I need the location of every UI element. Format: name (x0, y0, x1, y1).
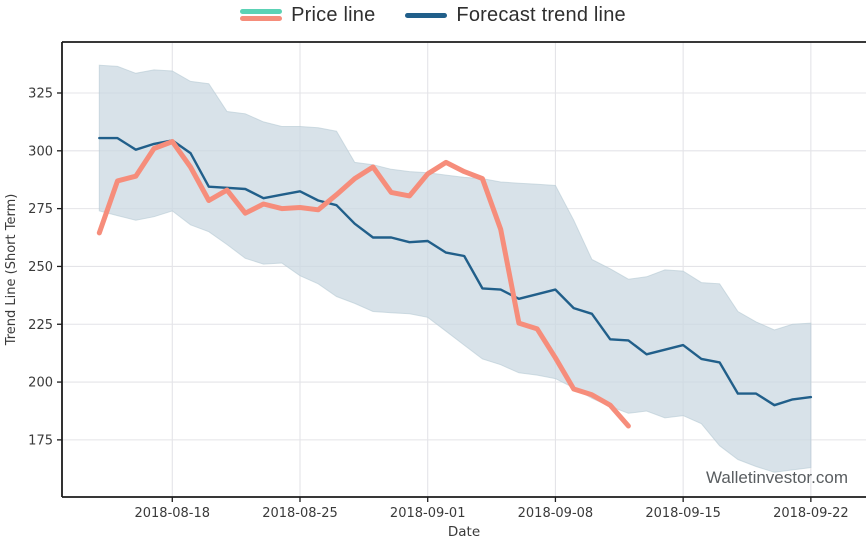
x-tick-label: 2018-09-01 (390, 506, 466, 521)
x-axis-title: Date (448, 524, 480, 540)
legend-label-price: Price line (291, 3, 376, 26)
y-tick-label: 200 (28, 376, 53, 391)
price-line-legend-swatch (240, 9, 283, 21)
y-axis: 325 300 275 250 225 200 175 Trend Line (Short T… (4, 87, 62, 448)
y-tick-label: 250 (28, 260, 53, 275)
x-tick-label: 2018-08-25 (262, 506, 338, 521)
x-tick-label: 2018-09-15 (645, 506, 721, 521)
y-tick-label: 300 (28, 144, 53, 159)
x-tick-label: 2018-09-08 (518, 506, 594, 521)
y-tick-label: 175 (28, 433, 53, 448)
chart-legend: Price line Forecast trend line (0, 2, 866, 28)
legend-item-forecast: Forecast trend line (405, 3, 626, 27)
price-line (96, 139, 631, 429)
y-axis-title: Trend Line (Short Term) (4, 194, 19, 347)
legend-item-price: Price line (240, 4, 375, 27)
x-tick-label: 2018-09-22 (773, 506, 849, 521)
y-tick-label: 275 (28, 202, 53, 217)
price-swatch-teal-bar (240, 9, 283, 14)
confidence-band (98, 64, 812, 473)
forecast-trend-line (98, 136, 813, 407)
forecast-line-legend-swatch (405, 12, 448, 18)
y-tick-label: 325 (28, 87, 53, 102)
legend-label-forecast: Forecast trend line (456, 3, 626, 26)
x-axis: 2018-08-18 2018-08-25 2018-09-01 2018-09-08… (134, 497, 849, 540)
x-tick-label: 2018-08-18 (134, 506, 210, 521)
price-swatch-salmon-bar (240, 16, 283, 21)
y-tick-label: 225 (28, 318, 53, 333)
watermark-text: Walletinvestor.com (705, 468, 848, 487)
plot-frame (61, 41, 866, 498)
